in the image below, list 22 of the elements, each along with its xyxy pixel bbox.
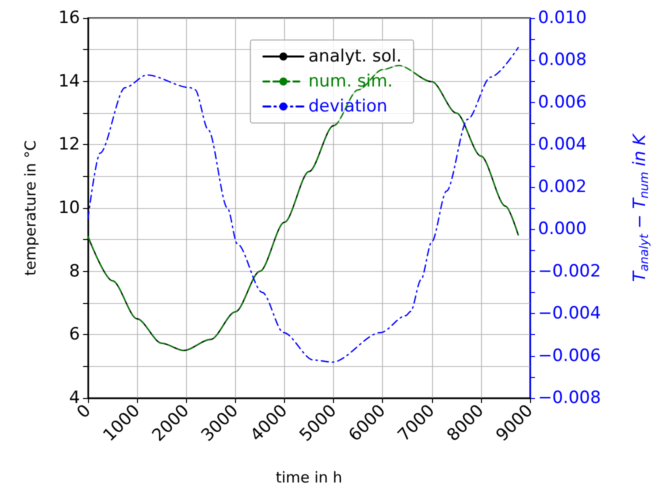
y-tick-label: 10 — [58, 198, 80, 218]
legend-label: analyt. sol. — [308, 46, 402, 66]
y2-tick-label: 0.004 — [538, 134, 587, 155]
y-tick-label: 12 — [58, 134, 80, 155]
legend-label: num. sim. — [308, 72, 393, 92]
y-tick-label: 16 — [58, 8, 80, 28]
y2-tick-label: 0.006 — [538, 92, 587, 112]
y2-tick-label: 0.008 — [538, 50, 587, 70]
y-tick-label: 8 — [69, 261, 80, 282]
y-tick-label: 14 — [58, 71, 80, 92]
y2-tick-label: −0.004 — [538, 304, 601, 324]
y2-tick-label: 0.002 — [538, 176, 587, 197]
legend-label: deviation — [308, 96, 388, 116]
y2-tick-label: −0.008 — [538, 388, 601, 408]
y2-tick-label: 0.000 — [538, 219, 587, 240]
y-axis-title: temperature in °C — [22, 140, 40, 276]
y2-axis-title: Tanalyt − Tnum in K — [630, 132, 651, 282]
y2-tick-label: −0.002 — [538, 261, 601, 282]
y2-tick-label: 0.010 — [538, 8, 587, 28]
x-axis-title: time in h — [276, 468, 342, 486]
y2-tick-label: −0.006 — [538, 346, 601, 366]
y-tick-label: 6 — [69, 324, 80, 345]
